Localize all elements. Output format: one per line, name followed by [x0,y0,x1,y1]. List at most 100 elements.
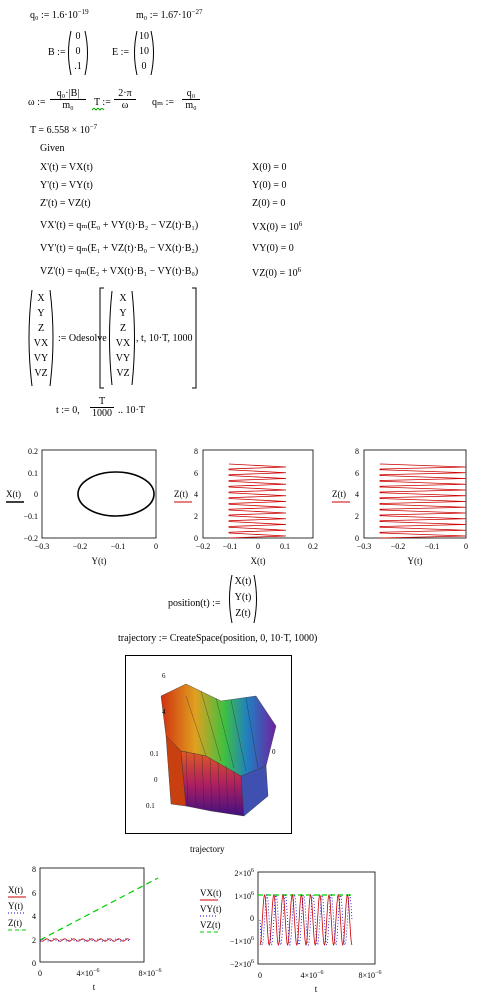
position-label[interactable]: position(t) := [168,598,221,609]
B-matrix[interactable] [65,29,91,77]
odesolve-rhs-vars: X Y Z VX VY VZ [110,291,136,381]
zigzag-trace [379,463,467,539]
init-y[interactable]: Y(0) = 0 [252,180,287,191]
xtick: 8×10−6 [359,970,382,980]
E-values: 10 10 0 [133,29,155,74]
m0-exp: −27 [191,8,203,16]
ytick: −0.1 [23,512,38,521]
qm-fraction[interactable]: q₀ m₀ [182,88,200,111]
rhs-var-vz: VZ [116,368,130,379]
surface-right-wall [240,765,269,817]
init-vy-text: VY(0) = 0 [252,243,294,254]
xtick: 0 [256,542,260,551]
plot-xy-frame [41,449,157,539]
init-y-text: Y(0) = 0 [252,180,287,191]
xtick: 4×10−6 [77,968,100,978]
odesolve-bracket [99,287,197,389]
legend-vx: VX(t) [200,888,222,898]
legend-vz: VZ(t) [200,920,221,930]
init-vy[interactable]: VY(0) = 0 [252,243,294,254]
surface-plot[interactable]: 6 4 0.1 0 0 0.1 [125,655,292,834]
xtick: 0 [464,542,468,551]
E-val-1: 10 [139,46,149,57]
range-den: 1000 [90,407,114,419]
rhs-var-y: Y [119,308,127,319]
plot-position-t[interactable]: 8 6 4 2 0 0 4×10−6 8×10−6 t X(t) Y(t) Z(… [8,865,161,992]
E-val-2: 0 [141,61,147,72]
plot-xy-trace [77,471,155,517]
plot-xy-xlabel: Y(t) [92,556,107,566]
xtick: 0.2 [308,542,318,551]
ytick: 0 [32,959,36,968]
given-eq-y[interactable]: Y'(t) = VY(t) [40,180,93,191]
T-fraction[interactable]: 2·π ω [114,88,136,111]
xtick: 0 [154,542,158,551]
bottom-plots[interactable]: 8 6 4 2 0 0 4×10−6 8×10−6 t X(t) Y(t) Z(… [0,860,486,999]
surface-mesh [185,690,259,815]
plot-pos-x-trace [39,938,131,942]
omega-num: q₀·|B| [56,88,80,99]
surface-graphic: 6 4 0.1 0 0 0.1 [146,672,277,817]
ytick: 4 [32,912,36,921]
surface-caption: trajectory [190,844,225,854]
lhs-var-vy: VY [33,353,49,364]
init-vx[interactable]: VX(0) = 106 [252,220,302,233]
ytick: −1×106 [230,936,254,946]
plot-pos-y-trace [39,938,131,942]
m0-def[interactable]: m₀ := 1.67·10−27 [136,8,202,21]
given-eq-z[interactable]: Z'(t) = VZ(t) [40,198,91,209]
xtick: −0.2 [73,542,88,551]
given-eq-vy[interactable]: VY'(t) = qₘ(E₁ + VZ(t)·B₀ − VX(t)·B₂) [40,243,199,254]
range-label[interactable]: t := 0, [56,405,80,416]
given-eq-vx[interactable]: VX'(t) = qₘ(E₀ + VY(t)·B₂ − VZ(t)·B₁) [40,220,199,231]
plot-xz-trace [228,463,287,539]
lhs-var-y: Y [37,308,45,319]
surface-tick: 0 [154,776,158,784]
B-label: B := [48,47,66,58]
given-eq-vz[interactable]: VZ'(t) = qₘ(E₂ + VX(t)·B₁ − VY(t)·B₀) [40,266,199,277]
init-x-text: X(0) = 0 [252,162,287,173]
lhs-var-vx: VX [33,338,49,349]
plot-pos-xlabel: t [93,982,96,992]
E-label: E := [112,47,130,58]
odesolve-lhs-vars: X Y Z VX VY VZ [28,291,54,381]
xtick: −0.3 [35,542,50,551]
trajectory-def[interactable]: trajectory := CreateSpace(position, 0, 1… [118,633,318,644]
q0-def[interactable]: q₀ := 1.6·10−19 [30,8,89,21]
legend-y: Y(t) [8,901,23,911]
plot-yz-trace [379,463,467,539]
plot-yz-xlabel: Y(t) [408,556,423,566]
odesolve-lhs-matrix[interactable] [26,288,56,388]
surface-tick: 6 [162,672,166,680]
plot-velocity-t[interactable]: 2×106 1×106 0 −1×106 −2×106 0 4×10−6 8×1… [200,868,381,994]
plot-vel-xlabel: t [315,984,318,994]
T-result-exp: −7 [89,123,98,131]
T-label: T := [94,97,111,108]
ytick: 0.1 [28,469,38,478]
xtick: 4×10−6 [301,970,324,980]
init-z[interactable]: Z(0) = 0 [252,198,285,209]
plot-xz[interactable]: 8 6 4 2 0 −0.2 −0.1 0 0.1 0.2 Z(t) X(t) [174,447,318,566]
ytick: 4 [194,490,198,499]
m0-text: m₀ := 1.67·10 [136,10,192,21]
init-vz-text: VZ(0) = 10 [252,268,298,279]
E-matrix[interactable] [131,29,157,77]
given-eq-x[interactable]: X'(t) = VX(t) [40,162,93,173]
plot-yz[interactable]: 8 6 4 2 0 −0.3 −0.2 −0.1 0 Z(t) Y(t) [332,447,468,566]
T-result[interactable]: T = 6.558 × 10−7 [30,123,97,136]
position-matrix [229,574,257,624]
top-plots[interactable]: 0.2 0.1 0 −0.1 −0.2 −0.3 −0.2 −0.1 0 X(t… [0,440,486,580]
init-z-text: Z(0) = 0 [252,198,286,209]
range-tail: .. 10·T [118,405,145,416]
plot-xz-frame [202,449,314,539]
init-vz[interactable]: VZ(0) = 106 [252,266,301,279]
odesolve-assign[interactable]: := Odesolve [58,333,107,344]
ytick: 8 [194,447,198,456]
ytick: 8 [32,865,36,874]
xtick: −0.2 [391,542,406,551]
plot-vel-vy-trace [259,893,353,947]
omega-fraction[interactable]: q₀·|B| m₀ [50,88,86,111]
plot-xz-xlabel: X(t) [251,556,266,566]
plot-xy[interactable]: 0.2 0.1 0 −0.1 −0.2 −0.3 −0.2 −0.1 0 X(t… [6,447,158,566]
init-x[interactable]: X(0) = 0 [252,162,287,173]
